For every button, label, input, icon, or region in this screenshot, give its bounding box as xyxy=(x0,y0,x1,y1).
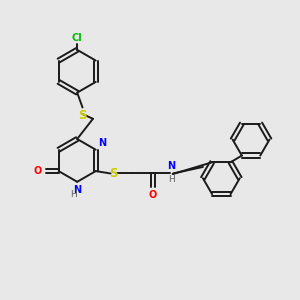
Text: N: N xyxy=(98,138,106,148)
Text: N: N xyxy=(167,161,175,171)
Text: N: N xyxy=(73,185,81,195)
Text: S: S xyxy=(109,167,117,180)
Text: O: O xyxy=(34,166,42,176)
Text: H: H xyxy=(70,190,77,199)
Text: O: O xyxy=(149,190,157,200)
Text: S: S xyxy=(78,109,87,122)
Text: Cl: Cl xyxy=(72,33,83,43)
Text: H: H xyxy=(168,175,175,184)
